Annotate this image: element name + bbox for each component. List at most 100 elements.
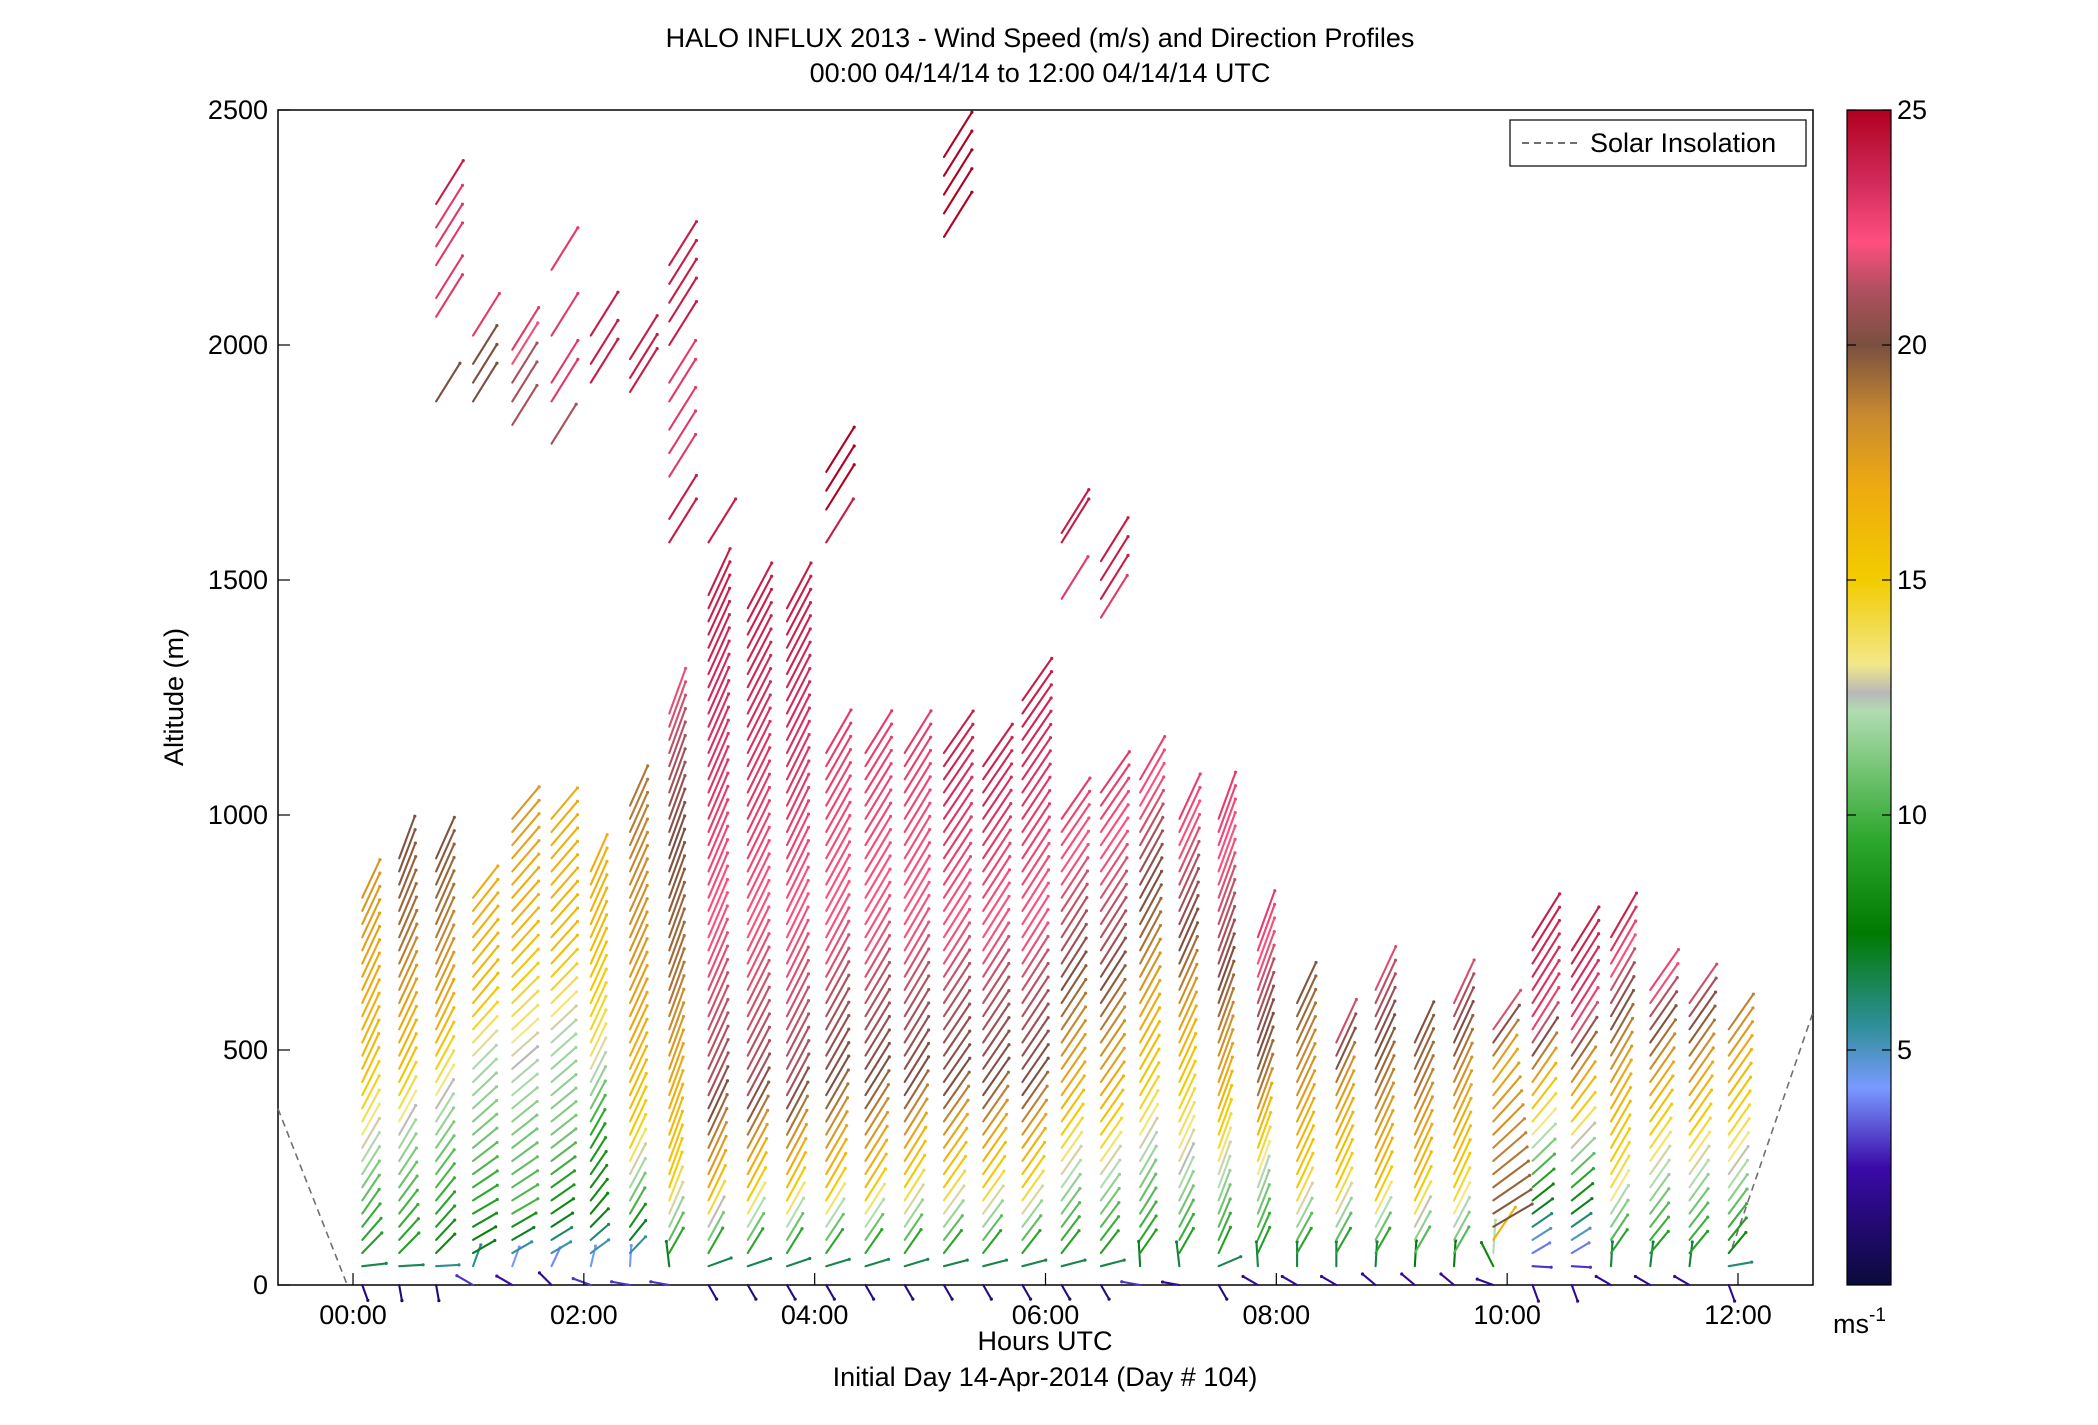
- wind-barb: [707, 758, 730, 807]
- wind-barb: [361, 912, 381, 952]
- wind-barb-tip: [1083, 1005, 1088, 1009]
- wind-barb: [1335, 1212, 1352, 1241]
- wind-barb-tip: [377, 938, 382, 942]
- y-tick-label: 1000: [208, 800, 268, 830]
- wind-barb: [785, 866, 810, 912]
- wind-barb: [1021, 1283, 1032, 1301]
- wind-barb-tip: [970, 167, 974, 171]
- wind-barb: [1099, 1074, 1125, 1110]
- wind-barb-tip: [1592, 1136, 1596, 1140]
- wind-barb: [1139, 775, 1165, 820]
- wind-barb-tip: [645, 857, 649, 861]
- wind-barb-tip: [451, 1092, 456, 1096]
- wind-barb-tip: [1047, 828, 1051, 832]
- wind-barb-tip: [452, 1049, 456, 1053]
- wind-barb: [825, 426, 856, 473]
- wind-barb-tip: [377, 1031, 381, 1036]
- wind-barb-tip: [726, 811, 730, 815]
- wind-barb-tip: [1633, 933, 1637, 937]
- wind-barb: [942, 962, 971, 1005]
- wind-barb-tip: [1087, 803, 1091, 807]
- wind-barb-tip: [377, 951, 381, 955]
- wind-barb-tip: [645, 1017, 649, 1021]
- wind-barb: [1021, 1127, 1047, 1162]
- wind-barb-tip: [415, 1160, 419, 1164]
- wind-barb: [1099, 763, 1131, 807]
- wind-barb-tip: [603, 1136, 608, 1140]
- wind-barb-tip: [767, 1039, 772, 1043]
- wind-barb-tip: [645, 790, 650, 795]
- wind-barb: [1178, 963, 1198, 1005]
- wind-barb-tip: [645, 963, 649, 968]
- wind-barb: [1531, 1197, 1554, 1215]
- wind-barb: [1374, 959, 1397, 1005]
- wind-barb-tip: [1430, 1109, 1434, 1113]
- wind-barb: [435, 869, 456, 912]
- wind-barb-tip: [1334, 1240, 1338, 1244]
- wind-barb-tip: [927, 841, 932, 845]
- wind-barb-tip: [1627, 1154, 1631, 1158]
- wind-barb-tip: [1708, 1116, 1712, 1120]
- wind-barb-tip: [1271, 984, 1276, 988]
- wind-barb-tip: [1194, 1031, 1198, 1036]
- wind-barb: [511, 826, 540, 860]
- wind-barb-tip: [1675, 976, 1679, 980]
- wind-barb-tip: [959, 1228, 964, 1233]
- wind-barb: [361, 1089, 381, 1123]
- wind-barb: [628, 831, 649, 873]
- wind-barb: [1217, 878, 1236, 926]
- wind-barb: [1021, 815, 1051, 860]
- wind-barb-tip: [680, 1109, 685, 1114]
- wind-barb: [1021, 670, 1053, 715]
- wind-barb: [668, 828, 686, 873]
- wind-barb-tip: [495, 1000, 499, 1004]
- wind-barb: [1374, 1165, 1393, 1202]
- wind-barb-tip: [968, 1002, 972, 1006]
- wind-barb-tip: [968, 1016, 972, 1020]
- wind-barb-tip: [728, 547, 732, 551]
- wind-barb: [1296, 1212, 1313, 1241]
- wind-barb-tip: [1007, 1056, 1011, 1060]
- wind-barb: [1217, 784, 1237, 833]
- wind-barb-tip: [570, 1211, 575, 1215]
- wind-barb: [982, 908, 1010, 952]
- wind-barb: [746, 1137, 768, 1176]
- wind-barb-tip: [575, 839, 580, 843]
- wind-barb: [628, 910, 649, 952]
- wind-barb-tip: [884, 1152, 888, 1156]
- wind-barb: [1727, 1261, 1753, 1268]
- wind-barb: [746, 852, 771, 899]
- wind-barb-tip: [754, 1297, 758, 1301]
- wind-barb: [903, 881, 931, 926]
- wind-barb-tip: [1632, 961, 1636, 965]
- wind-barb-tip: [1557, 918, 1562, 923]
- wind-barb: [628, 1045, 648, 1084]
- wind-barb: [1217, 973, 1235, 1018]
- y-tick-label: 2500: [208, 95, 268, 125]
- wind-barb-tip: [1313, 1001, 1318, 1005]
- wind-barb-tip: [1046, 1070, 1050, 1074]
- wind-barb: [550, 976, 578, 1005]
- wind-barb: [864, 1083, 890, 1123]
- wind-barb-tip: [1468, 1181, 1472, 1185]
- wind-barb-tip: [1118, 1144, 1122, 1148]
- wind-barb: [707, 1227, 724, 1255]
- wind-barb-tip: [1349, 1211, 1353, 1215]
- wind-barb: [785, 1123, 808, 1162]
- wind-barb-tip: [1000, 1199, 1004, 1203]
- wind-barb: [864, 841, 892, 886]
- wind-barb: [1099, 964, 1127, 1005]
- wind-barb: [1256, 1155, 1271, 1189]
- wind-barb-tip: [1124, 882, 1128, 886]
- wind-barb: [1413, 1054, 1435, 1097]
- wind-barb: [1453, 972, 1475, 1018]
- wind-barb-tip: [1634, 905, 1638, 909]
- wind-barb-tip: [537, 839, 541, 843]
- wind-barb: [398, 882, 418, 926]
- wind-barb: [1099, 909, 1127, 952]
- wind-barb: [1217, 865, 1236, 912]
- wind-barb-tip: [377, 1131, 381, 1135]
- wind-barb: [1609, 905, 1638, 952]
- wind-barb-tip: [452, 1034, 456, 1039]
- wind-barb-tip: [593, 1244, 598, 1248]
